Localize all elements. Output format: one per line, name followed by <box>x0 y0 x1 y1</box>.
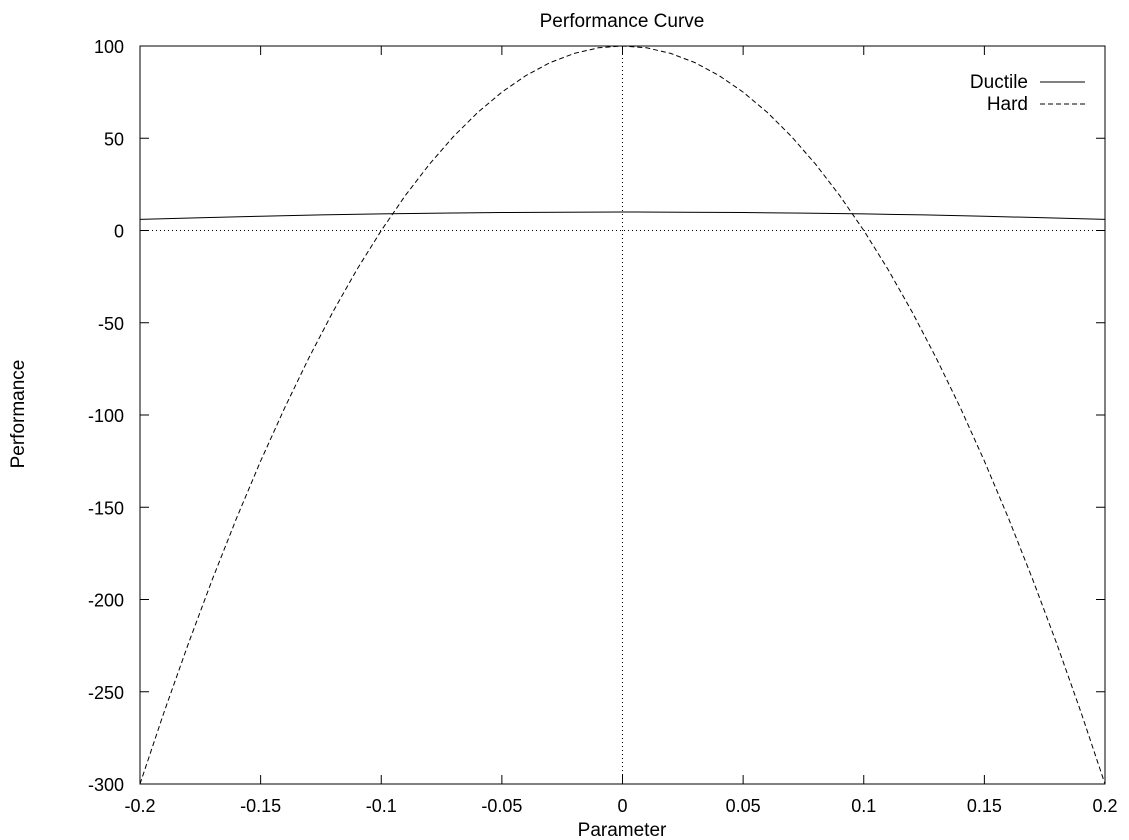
legend-label-ductile: Ductile <box>970 72 1028 93</box>
x-tick-label: 0.05 <box>726 796 761 816</box>
legend: Ductile Hard <box>970 72 1085 115</box>
x-tick-label: -0.05 <box>481 796 522 816</box>
zero-axes <box>140 46 1105 784</box>
x-tick-label: -0.2 <box>124 796 155 816</box>
plot-frame <box>139 45 1106 785</box>
tick-labels: -0.2 -0.15 -0.1 -0.05 0 0.05 0.1 0.15 0.2 -300 -25… <box>88 37 1118 816</box>
y-tick-label: -250 <box>88 683 124 703</box>
series-line-ductile <box>139 211 1106 220</box>
y-tick-label: -300 <box>88 775 124 795</box>
y-tick-label: -50 <box>98 314 124 334</box>
y-axis-label: Performance <box>8 360 29 469</box>
x-tick-label: 0.2 <box>1092 796 1117 816</box>
x-axis-label: Parameter <box>578 820 667 840</box>
x-tick-label: -0.15 <box>240 796 281 816</box>
y-tick-label: -200 <box>88 591 124 611</box>
y-tick-label: 0 <box>114 222 124 242</box>
x-tick-label: 0.15 <box>967 796 1002 816</box>
chart-title: Performance Curve <box>540 11 705 32</box>
y-tick-label: 50 <box>104 129 124 149</box>
y-tick-label: -150 <box>88 498 124 518</box>
y-tick-label: 100 <box>94 37 124 57</box>
legend-label-hard: Hard <box>987 94 1028 115</box>
y-tick-label: -100 <box>88 406 124 426</box>
x-tick-label: 0 <box>617 796 627 816</box>
x-tick-label: 0.1 <box>851 796 876 816</box>
x-tick-label: -0.1 <box>366 796 397 816</box>
